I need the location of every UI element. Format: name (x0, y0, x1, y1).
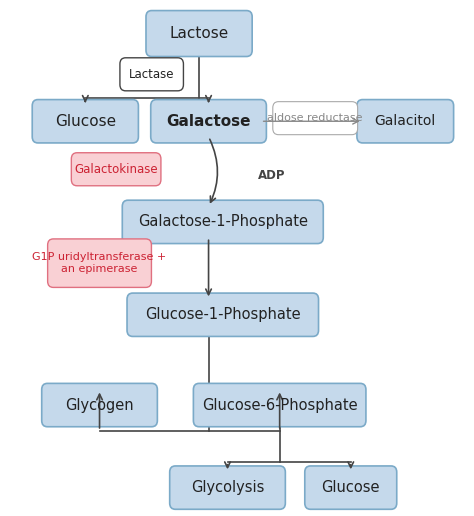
Text: Lactase: Lactase (129, 68, 174, 81)
Text: aldose reductase: aldose reductase (267, 113, 363, 123)
FancyBboxPatch shape (193, 383, 366, 427)
FancyBboxPatch shape (305, 466, 397, 509)
Text: Glucose-6-Phosphate: Glucose-6-Phosphate (202, 397, 357, 413)
Text: Galactose: Galactose (166, 114, 251, 129)
FancyBboxPatch shape (273, 102, 357, 135)
Text: Galacitol: Galacitol (374, 114, 436, 128)
Text: Galactose-1-Phosphate: Galactose-1-Phosphate (138, 214, 308, 230)
Text: Lactose: Lactose (169, 26, 228, 41)
Text: Glucose: Glucose (321, 480, 380, 495)
Text: Glucose: Glucose (55, 114, 116, 129)
Text: ADP: ADP (258, 169, 286, 182)
Text: Glycogen: Glycogen (65, 397, 134, 413)
Text: Galactokinase: Galactokinase (74, 163, 158, 176)
FancyBboxPatch shape (146, 10, 252, 56)
FancyBboxPatch shape (47, 239, 152, 287)
FancyBboxPatch shape (71, 153, 161, 186)
FancyBboxPatch shape (357, 100, 454, 143)
FancyBboxPatch shape (42, 383, 157, 427)
FancyBboxPatch shape (32, 100, 138, 143)
FancyBboxPatch shape (170, 466, 285, 509)
Text: Glycolysis: Glycolysis (191, 480, 264, 495)
FancyBboxPatch shape (151, 100, 266, 143)
FancyBboxPatch shape (127, 293, 319, 336)
FancyBboxPatch shape (122, 200, 323, 244)
FancyBboxPatch shape (120, 58, 183, 91)
Text: Glucose-1-Phosphate: Glucose-1-Phosphate (145, 307, 301, 322)
Text: G1P uridyltransferase +
an epimerase: G1P uridyltransferase + an epimerase (32, 252, 167, 274)
